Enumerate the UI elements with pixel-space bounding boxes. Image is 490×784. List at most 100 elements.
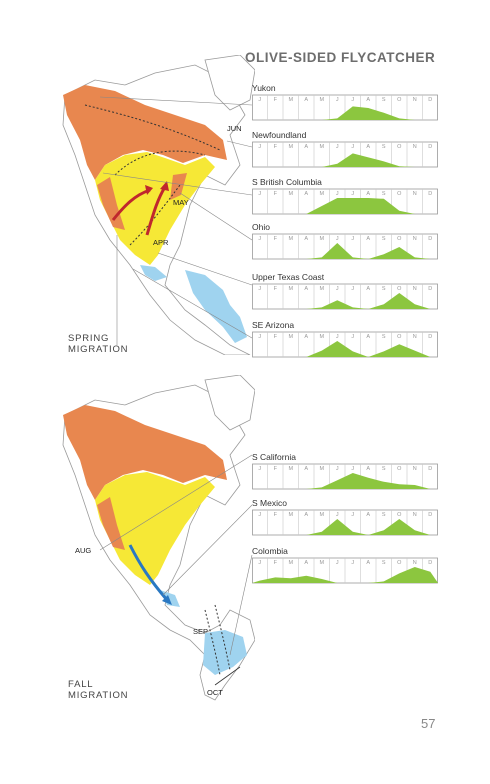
month-label: J [351,512,354,518]
month-label: J [336,97,339,103]
month-label: A [304,512,308,518]
seasonal-chart: S Mexico J F M A M J J A S O N D [252,498,438,536]
breeding-range [63,405,227,500]
month-label: A [304,334,308,340]
leader-line [99,96,253,106]
seasonal-chart: Colombia J F M A M J J A S O N D [252,546,438,584]
month-label: A [304,191,308,197]
month-label: J [336,286,339,292]
heading-line: SPRING [68,333,110,344]
month-label: S [382,286,386,292]
month-label: D [428,286,432,292]
month-label: F [274,466,278,472]
month-label: A [366,97,370,103]
month-label: A [304,560,308,566]
month-label: J [258,97,261,103]
seasonal-chart: S California J F M A M J J A S O N D [252,452,438,490]
month-label: J [351,191,354,197]
month-label: J [258,560,261,566]
month-label: J [336,144,339,150]
month-label: M [288,286,293,292]
month-label: N [413,236,417,242]
chart-label: Newfoundland [252,130,307,140]
heading-line: FALL [68,679,94,690]
month-label: N [413,560,417,566]
month-label: O [397,334,402,340]
seasonal-chart: SE Arizona J F M A M J J A S O N D [252,320,438,358]
month-label: M [319,97,324,103]
month-label: J [336,334,339,340]
month-label: F [274,286,278,292]
oct-leader [214,666,241,686]
seasonal-chart: Upper Texas Coast J F M A M J J A S O N D [252,272,438,310]
fall-migration-heading: FALL MIGRATION [68,679,128,701]
month-label: N [413,144,417,150]
page-title: OLIVE-SIDED FLYCATCHER [245,50,436,65]
month-label: J [258,191,261,197]
month-label: M [288,236,293,242]
month-label: M [319,512,324,518]
month-label: O [397,236,402,242]
month-label: D [428,512,432,518]
leader-line [226,140,253,148]
migration-route-dotted [204,609,221,676]
leader-line [162,504,253,596]
chart-label: Colombia [252,546,288,556]
month-label: A [366,334,370,340]
winter-range [185,270,247,343]
map-label-aug: AUG [75,546,91,555]
month-label: J [336,236,339,242]
greenland-outline [204,375,255,431]
month-label: O [397,512,402,518]
migration-route-dotted [84,104,221,151]
chart-label: Ohio [252,222,270,232]
migration-route-dotted [214,604,231,671]
month-label: N [413,286,417,292]
abundance-area [252,567,438,583]
month-label: S [382,560,386,566]
leader-line [132,268,253,339]
page-number: 57 [421,716,436,731]
month-label: S [382,191,386,197]
month-label: N [413,466,417,472]
month-label: D [428,144,432,150]
month-label: A [366,191,370,197]
month-label: J [351,334,354,340]
map-label-sep: SEP [193,627,208,636]
month-label: D [428,236,432,242]
fall-range-map: AUG SEP OCT [62,375,255,701]
month-label: O [397,560,402,566]
month-label: S [382,236,386,242]
month-label: O [397,97,402,103]
chart-label: S California [252,452,296,462]
month-label: S [382,466,386,472]
month-label: J [258,286,261,292]
month-label: N [413,97,417,103]
leader-line [102,172,253,196]
month-label: M [288,334,293,340]
winter-range [203,630,247,675]
map-label-oct: OCT [207,688,223,697]
month-label: A [366,144,370,150]
month-label: M [319,144,324,150]
seasonal-chart: Ohio J F M A M J J A S O N D [252,222,438,260]
month-label: J [258,466,261,472]
month-label: J [351,144,354,150]
month-label: A [366,560,370,566]
month-label: O [397,466,402,472]
month-label: F [274,334,278,340]
fall-arrow-head [162,595,172,605]
month-label: S [382,97,386,103]
month-label: O [397,144,402,150]
abundance-area [252,293,438,309]
month-label: A [304,286,308,292]
abundance-area [252,243,438,259]
map-label-may: MAY [173,198,189,207]
breeding-range [63,85,227,180]
abundance-area [252,519,438,535]
month-label: J [351,560,354,566]
month-label: D [428,334,432,340]
month-label: D [428,466,432,472]
leader-line [157,252,253,286]
abundance-area [252,341,438,357]
